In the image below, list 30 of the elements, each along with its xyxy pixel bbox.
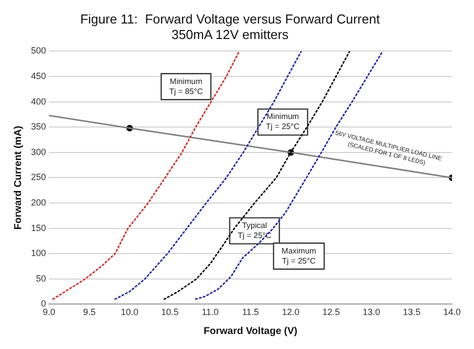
x-tick-label: 9.5 [83, 307, 96, 318]
y-tick-label: 150 [30, 222, 46, 233]
y-tick-label: 0 [41, 298, 46, 309]
x-tick-label: 10.5 [161, 307, 179, 318]
x-tick-label: 11.0 [202, 307, 219, 318]
x-tick-label: 13.0 [362, 307, 380, 318]
x-tick-label: 13.5 [402, 307, 420, 318]
x-tick-label: 11.5 [242, 307, 259, 318]
annotation: Typical Tj = 25°C [238, 221, 272, 240]
x-tick-label: 12.5 [322, 307, 340, 318]
y-tick-label: 100 [30, 248, 46, 258]
x-tick-label: 14.0 [443, 307, 461, 318]
y-tick-label: 500 [30, 46, 46, 56]
x-tick-label: 12.0 [282, 307, 300, 318]
x-tick-label: 9.0 [42, 307, 56, 318]
chart-subtitle: 350mA 12V emitters [171, 26, 290, 42]
y-tick-label: 350 [30, 122, 46, 132]
y-tick-label: 300 [30, 146, 46, 157]
x-axis-title: Forward Voltage (V) [204, 326, 298, 337]
y-tick-label: 250 [30, 172, 46, 182]
annotation: Minimum Tj = 85°C [169, 76, 204, 96]
annotation: Maximum Tj = 25°C [282, 246, 317, 266]
y-tick-label: 450 [30, 70, 46, 81]
y-tick-label: 50 [36, 273, 46, 284]
y-axis-title: Forward Current (mA) [12, 126, 24, 230]
annotation: Minimum Tj = 25°C [266, 112, 300, 132]
x-tick-label: 10.0 [120, 307, 138, 318]
y-tick-label: 400 [30, 96, 46, 106]
chart-title: Figure 11: Forward Voltage versus Forward Current [80, 11, 380, 26]
y-tick-label: 200 [30, 197, 46, 208]
